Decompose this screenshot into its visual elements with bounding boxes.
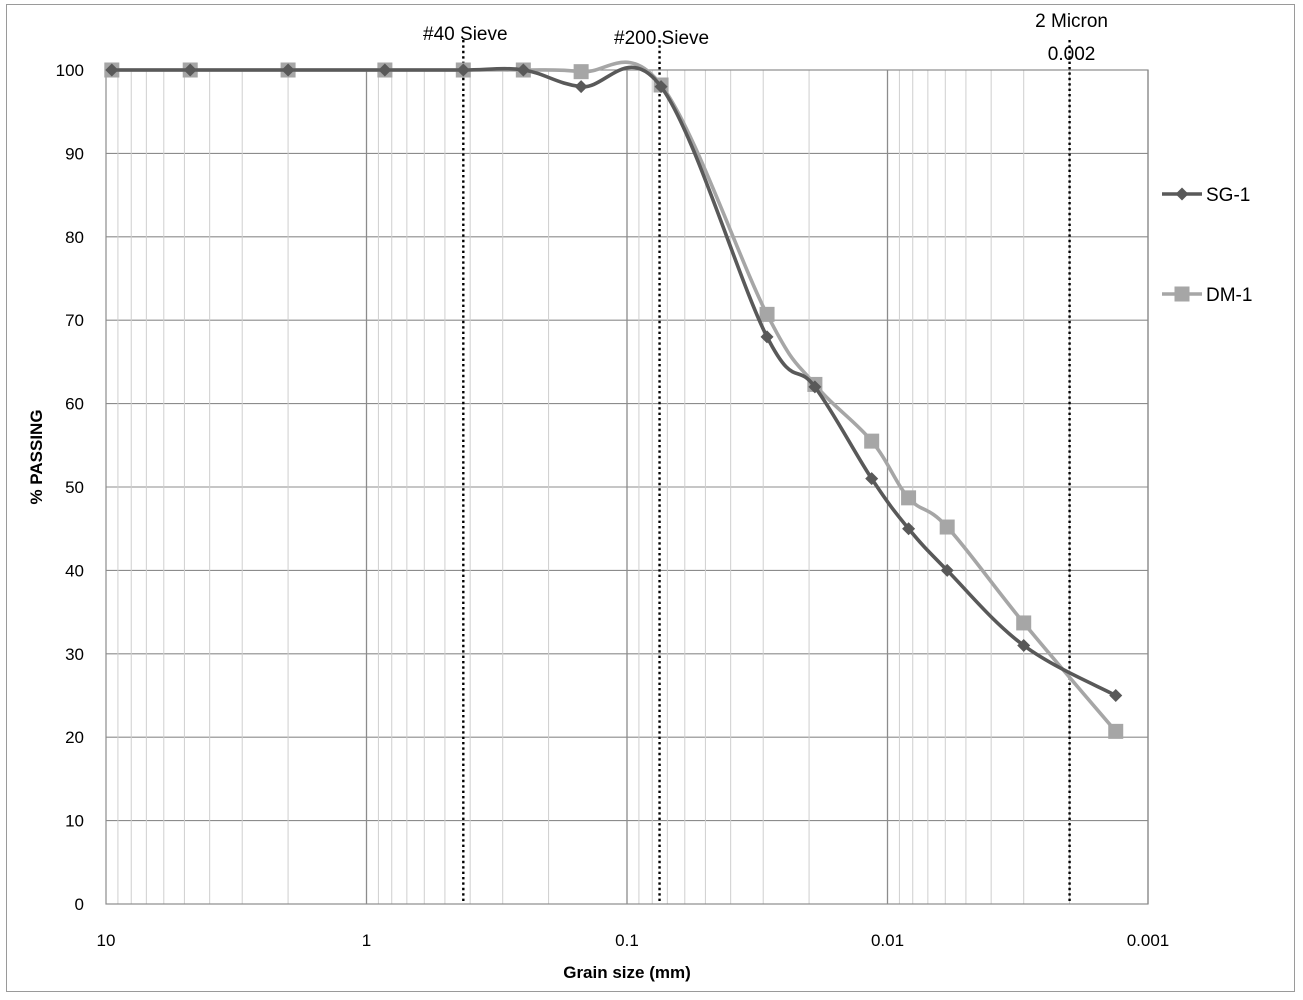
x-tick-label: 0.001 (1127, 931, 1170, 950)
grid (106, 69, 1149, 905)
data-point-sg-1 (808, 380, 822, 394)
y-tick-label: 30 (65, 645, 84, 664)
legend-label-sg-1: SG-1 (1206, 185, 1250, 206)
y-axis-title: % PASSING (27, 409, 46, 504)
y-tick-label: 20 (65, 728, 84, 747)
data-point-sg-1 (456, 63, 470, 77)
x-tick-label: 1 (362, 931, 371, 950)
data-point-sg-1 (574, 80, 588, 94)
data-point-sg-1 (378, 63, 392, 77)
reference-line-label: #200 Sieve (614, 28, 709, 49)
chart-frame (6, 4, 1295, 992)
axis-tick-labels: 0 10 20 30 40 50 60 70 80 90 100 10 1 0.1 0.01 0.001 (56, 61, 1170, 950)
data-point-sg-1 (760, 330, 774, 344)
x-tick-label: 0.1 (615, 931, 639, 950)
y-tick-label: 100 (56, 61, 84, 80)
legend: SG-1 DM-1 (1162, 185, 1252, 306)
legend-marker-sg-1 (1175, 187, 1189, 201)
data-point-sg-1 (183, 63, 197, 77)
data-point-sg-1 (105, 63, 119, 77)
legend-item-sg-1: SG-1 (1162, 185, 1250, 206)
y-tick-label: 50 (65, 478, 84, 497)
reference-lines: #40 Sieve #200 Sieve 2 Micron 0.002 (423, 11, 1108, 904)
reference-line-label: #40 Sieve (423, 24, 508, 45)
data-point-sg-1 (1109, 689, 1123, 702)
series-dm-1 (104, 60, 1124, 739)
reference-line-label: 2 Micron (1035, 11, 1108, 32)
data-point-sg-1 (516, 63, 530, 77)
data-point-dm-1 (759, 306, 775, 322)
legend-marker-dm-1 (1174, 286, 1190, 302)
legend-label-dm-1: DM-1 (1206, 285, 1252, 306)
x-tick-label: 10 (97, 931, 116, 950)
data-point-dm-1 (939, 519, 955, 535)
data-point-sg-1 (281, 63, 295, 77)
data-point-sg-1 (654, 80, 668, 94)
data-point-dm-1 (1016, 615, 1032, 631)
data-point-sg-1 (1017, 638, 1031, 652)
y-tick-label: 40 (65, 561, 84, 580)
data-point-dm-1 (573, 64, 589, 80)
x-axis-title: Grain size (mm) (563, 963, 691, 982)
series-line-sg-1 (110, 65, 1118, 698)
data-series (104, 60, 1124, 739)
series-line-dm-1 (110, 60, 1118, 734)
legend-item-dm-1: DM-1 (1162, 285, 1252, 306)
data-point-dm-1 (1108, 723, 1124, 739)
reference-line-label: 0.002 (1048, 44, 1096, 65)
data-point-sg-1 (940, 563, 954, 577)
y-tick-label: 10 (65, 812, 84, 831)
y-tick-label: 0 (75, 895, 84, 914)
data-point-sg-1 (902, 522, 916, 536)
y-tick-label: 70 (65, 311, 84, 330)
y-tick-label: 80 (65, 228, 84, 247)
y-tick-label: 60 (65, 395, 84, 414)
x-tick-label: 0.01 (871, 931, 904, 950)
series-sg-1 (105, 63, 1123, 702)
plot-area-border (105, 69, 1149, 905)
data-point-dm-1 (901, 490, 917, 506)
data-point-sg-1 (865, 472, 879, 486)
y-tick-label: 90 (65, 144, 84, 163)
data-point-dm-1 (864, 433, 880, 449)
